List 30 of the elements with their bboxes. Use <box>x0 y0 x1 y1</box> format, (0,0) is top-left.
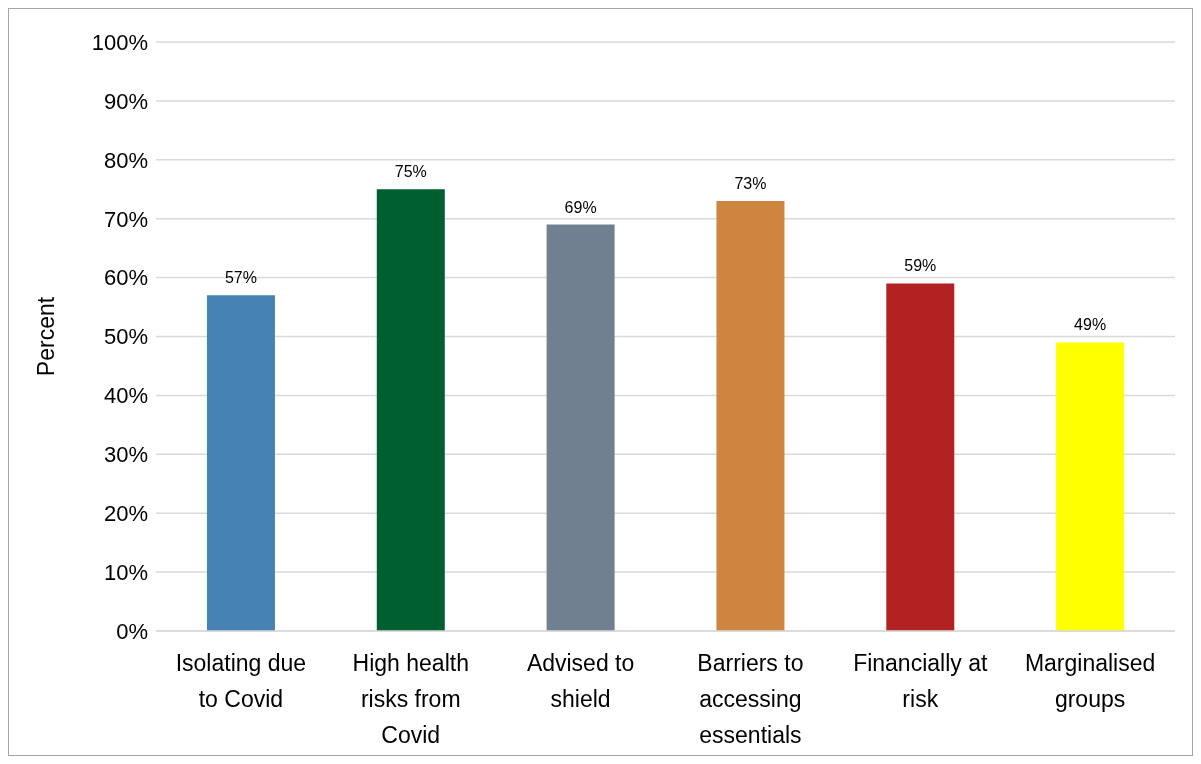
data-label: 49% <box>1074 316 1107 334</box>
y-tick-label: 80% <box>103 147 148 173</box>
y-tick-label: 70% <box>103 206 148 232</box>
x-tick-label: Financially at risk <box>853 650 988 712</box>
x-tick-label: High health risks from Covid <box>352 650 469 748</box>
y-tick-label: 60% <box>103 265 148 291</box>
data-label: 57% <box>224 269 257 287</box>
y-tick-label: 10% <box>103 559 148 585</box>
y-tick-label: 100% <box>91 29 148 55</box>
bar <box>376 189 445 631</box>
data-label: 75% <box>394 163 427 181</box>
x-tick-label: Barriers to accessing essentials <box>697 650 804 748</box>
y-tick-label: 50% <box>103 324 148 350</box>
y-tick-label: 20% <box>103 501 148 527</box>
bar <box>1056 342 1125 631</box>
y-tick-label: 90% <box>103 88 148 114</box>
y-tick-label: 30% <box>103 442 148 468</box>
data-label: 73% <box>734 175 767 193</box>
bar <box>886 283 955 631</box>
x-tick-label: Marginalised groups <box>1024 650 1156 712</box>
data-label: 69% <box>564 198 597 216</box>
x-tick-label: Advised to shield <box>526 650 635 712</box>
bar <box>546 224 615 631</box>
data-label: 59% <box>904 257 937 275</box>
bar <box>716 201 785 631</box>
y-axis-title: Percent <box>33 296 60 377</box>
x-tick-label: Isolating due to Covid <box>175 650 307 712</box>
y-tick-label: 40% <box>103 383 148 409</box>
bar <box>206 295 275 631</box>
y-tick-label: 0% <box>116 618 148 644</box>
